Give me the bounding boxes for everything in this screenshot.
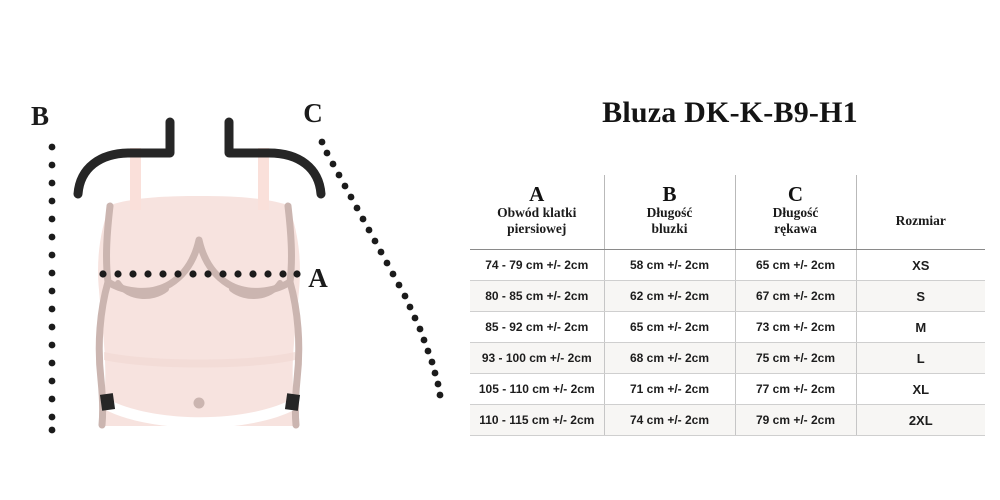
cell-size: 2XL — [856, 404, 985, 436]
waist-shading — [104, 352, 295, 368]
cell-length: 58 cm +/- 2cm — [604, 249, 736, 281]
measure-line-c — [318, 138, 444, 399]
cell-chest: 74 - 79 cm +/- 2cm — [470, 249, 605, 281]
cell-chest: 85 - 92 cm +/- 2cm — [470, 311, 605, 343]
underbust-crease-right — [229, 280, 283, 299]
column-header-size: Rozmiar — [856, 175, 985, 250]
column-letter-b: B — [662, 182, 677, 206]
table-body: 74 - 79 cm +/- 2cm 58 cm +/- 2cm 65 cm +… — [470, 249, 985, 436]
waistband — [104, 397, 296, 428]
column-desc-c-line1: Długość — [772, 205, 819, 220]
cell-size: S — [856, 280, 985, 312]
column-header-a: A Obwód klatki piersiowej — [470, 175, 605, 250]
table-row: 80 - 85 cm +/- 2cm 62 cm +/- 2cm 67 cm +… — [470, 280, 985, 312]
garment-illustration: B C A — [0, 0, 460, 500]
cell-sleeve: 75 cm +/- 2cm — [735, 342, 857, 374]
table-row: 93 - 100 cm +/- 2cm 68 cm +/- 2cm 75 cm … — [470, 342, 985, 374]
size-chart-panel: Bluza DK-K-B9-H1 A Obwód klatki piersiow… — [460, 0, 1000, 500]
sleeve-measure-lines — [73, 117, 326, 199]
waist-tick-left — [99, 393, 116, 411]
table-header-row: A Obwód klatki piersiowej B Długość bluz… — [470, 175, 985, 250]
column-desc-size: Rozmiar — [895, 213, 946, 228]
marker-label-b: B — [31, 101, 49, 131]
cell-sleeve: 79 cm +/- 2cm — [735, 404, 857, 436]
cell-chest: 110 - 115 cm +/- 2cm — [470, 404, 605, 436]
cell-length: 74 cm +/- 2cm — [604, 404, 736, 436]
navel-dot — [193, 397, 205, 409]
page-title: Bluza DK-K-B9-H1 — [602, 96, 858, 129]
strap-right — [258, 148, 269, 210]
column-letter-c: C — [787, 182, 804, 206]
cell-size: XL — [856, 373, 985, 405]
marker-label-c: C — [303, 98, 323, 128]
cell-size: XS — [856, 249, 985, 281]
cell-size: M — [856, 311, 985, 343]
table-header: A Obwód klatki piersiowej B Długość bluz… — [470, 175, 985, 250]
column-desc-a-line2: piersiowej — [507, 221, 567, 236]
table-row: 110 - 115 cm +/- 2cm 74 cm +/- 2cm 79 cm… — [470, 404, 985, 436]
cell-sleeve: 73 cm +/- 2cm — [735, 311, 857, 343]
cell-length: 71 cm +/- 2cm — [604, 373, 736, 405]
cell-sleeve: 67 cm +/- 2cm — [735, 280, 857, 312]
waist-tick-right — [284, 393, 301, 411]
table-row: 105 - 110 cm +/- 2cm 71 cm +/- 2cm 77 cm… — [470, 373, 985, 405]
marker-label-a: A — [308, 263, 328, 293]
cell-chest: 105 - 110 cm +/- 2cm — [470, 373, 605, 405]
column-desc-b-line2: bluzki — [651, 221, 688, 236]
table-row: 74 - 79 cm +/- 2cm 58 cm +/- 2cm 65 cm +… — [470, 249, 985, 281]
cell-sleeve: 65 cm +/- 2cm — [735, 249, 857, 281]
cell-length: 62 cm +/- 2cm — [604, 280, 736, 312]
cell-length: 68 cm +/- 2cm — [604, 342, 736, 374]
column-header-c: C Długość rękawa — [735, 175, 857, 250]
size-table: A Obwód klatki piersiowej B Długość bluz… — [470, 175, 985, 436]
strap-left — [130, 148, 141, 210]
shoulder-straps — [130, 148, 269, 210]
cell-chest: 93 - 100 cm +/- 2cm — [470, 342, 605, 374]
column-desc-c-line2: rękawa — [774, 221, 817, 236]
column-desc-a-line1: Obwód klatki — [497, 205, 577, 220]
torso-figure — [95, 196, 303, 429]
cell-size: L — [856, 342, 985, 374]
measure-line-a — [99, 270, 301, 278]
sleeve-line-left — [73, 117, 175, 199]
cell-chest: 80 - 85 cm +/- 2cm — [470, 280, 605, 312]
column-desc-b-line1: Długość — [646, 205, 693, 220]
torso-shape — [98, 196, 300, 426]
torso-outline-right — [286, 278, 303, 429]
column-letter-a: A — [529, 182, 545, 206]
measure-line-b — [48, 143, 56, 434]
column-header-b: B Długość bluzki — [604, 175, 736, 250]
torso-outline — [95, 278, 112, 429]
table-row: 85 - 92 cm +/- 2cm 65 cm +/- 2cm 73 cm +… — [470, 311, 985, 343]
underbust-crease-left — [115, 280, 169, 299]
sleeve-line-right — [224, 117, 326, 199]
cell-sleeve: 77 cm +/- 2cm — [735, 373, 857, 405]
cell-length: 65 cm +/- 2cm — [604, 311, 736, 343]
